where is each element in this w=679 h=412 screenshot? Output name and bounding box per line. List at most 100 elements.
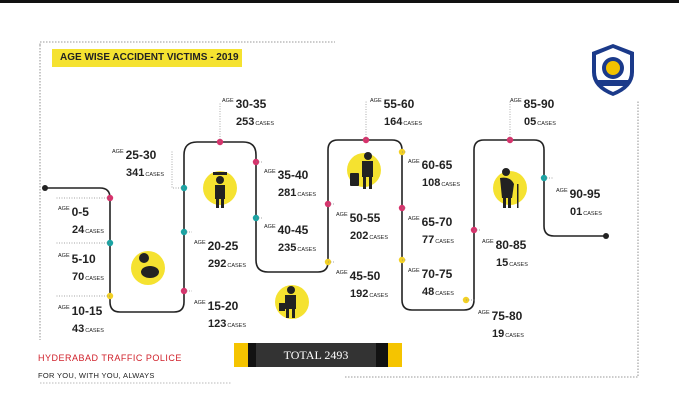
traveller-icon — [350, 152, 373, 189]
cases-suffix: CASES — [537, 121, 556, 127]
flow-end-dot — [603, 233, 609, 239]
case-count: 24 — [72, 224, 85, 236]
cases-suffix: CASES — [255, 121, 275, 127]
cases-suffix: CASES — [435, 239, 454, 245]
case-count: 164 — [384, 116, 403, 128]
age-group-label: AGE 20-25 292CASES — [194, 238, 246, 271]
cases-suffix: CASES — [227, 263, 247, 269]
age-range: 75-80 — [491, 309, 523, 323]
age-group-label: AGE 0-5 24CASES — [58, 204, 104, 237]
age-prefix: AGE — [58, 253, 70, 259]
age-range: 80-85 — [495, 238, 527, 252]
age-range: 35-40 — [277, 168, 309, 182]
age-prefix: AGE — [112, 149, 124, 155]
total-accent-left — [234, 343, 248, 367]
age-prefix: AGE — [194, 240, 206, 246]
age-prefix: AGE — [370, 98, 382, 104]
case-count: 292 — [208, 258, 227, 270]
age-group-label: AGE 15-20 123CASES — [194, 298, 246, 331]
flow-start-dot — [42, 185, 48, 191]
total-label: TOTAL 2493 — [256, 343, 376, 367]
cases-suffix: CASES — [505, 333, 524, 339]
age-group-label: AGE 60-65 108CASES — [408, 157, 460, 190]
age-prefix: AGE — [264, 224, 276, 230]
org-tagline: FOR YOU, WITH YOU, ALWAYS — [38, 371, 155, 380]
age-group-label: AGE 75-80 19CASES — [478, 308, 524, 341]
age-group-label: AGE 55-60 164CASES — [370, 96, 422, 129]
age-group-label: AGE 25-30 341CASES — [112, 147, 164, 180]
cases-suffix: CASES — [297, 247, 317, 253]
case-count: 05 — [524, 116, 537, 128]
age-range: 40-45 — [277, 223, 309, 237]
age-group-label: AGE 85-90 05CASES — [510, 96, 556, 129]
age-group-label: AGE 45-50 192CASES — [336, 268, 388, 301]
case-count: 01 — [570, 206, 583, 218]
total-accent-right — [388, 343, 402, 367]
top-border — [0, 0, 679, 3]
case-count: 192 — [350, 288, 369, 300]
age-range: 0-5 — [71, 205, 89, 219]
age-prefix: AGE — [482, 239, 494, 245]
age-range: 45-50 — [349, 269, 381, 283]
cases-suffix: CASES — [435, 291, 454, 297]
age-prefix: AGE — [194, 300, 206, 306]
age-prefix: AGE — [408, 268, 420, 274]
age-prefix: AGE — [264, 169, 276, 175]
age-range: 70-75 — [421, 267, 453, 281]
age-group-label: AGE 40-45 235CASES — [264, 222, 316, 255]
age-prefix: AGE — [510, 98, 522, 104]
case-count: 77 — [422, 234, 435, 246]
cases-suffix: CASES — [145, 172, 165, 178]
cases-suffix: CASES — [85, 276, 104, 282]
age-prefix: AGE — [222, 98, 234, 104]
total-banner: TOTAL 2493 — [234, 343, 402, 367]
cases-suffix: CASES — [509, 262, 528, 268]
age-group-label: AGE 30-35 253CASES — [222, 96, 274, 129]
age-range: 65-70 — [421, 215, 453, 229]
age-range: 55-60 — [383, 97, 415, 111]
case-count: 123 — [208, 318, 227, 330]
cases-suffix: CASES — [227, 323, 247, 329]
case-count: 108 — [422, 177, 441, 189]
age-prefix: AGE — [556, 188, 568, 194]
leader-line — [365, 101, 368, 140]
age-group-label: AGE 90-95 01CASES — [556, 186, 602, 219]
case-count: 202 — [350, 230, 369, 242]
age-group-label: AGE 80-85 15CASES — [482, 237, 528, 270]
elderly-with-cane-icon — [500, 168, 519, 208]
age-group-label: AGE 70-75 48CASES — [408, 266, 454, 299]
age-prefix: AGE — [336, 270, 348, 276]
age-group-label: AGE 10-15 43CASES — [58, 303, 104, 336]
age-range: 85-90 — [523, 97, 555, 111]
age-prefix: AGE — [58, 206, 70, 212]
leader-line — [171, 151, 184, 189]
cases-suffix: CASES — [369, 293, 389, 299]
chart-title: AGE WISE ACCIDENT VICTIMS - 2019 — [52, 49, 242, 67]
case-count: 70 — [72, 271, 85, 283]
org-name: HYDERABAD TRAFFIC POLICE — [38, 353, 182, 363]
case-count: 43 — [72, 323, 85, 335]
age-prefix: AGE — [408, 216, 420, 222]
cases-suffix: CASES — [85, 328, 104, 334]
age-range: 90-95 — [569, 187, 601, 201]
age-prefix: AGE — [478, 310, 490, 316]
case-count: 48 — [422, 286, 435, 298]
case-count: 235 — [278, 242, 297, 254]
age-range: 15-20 — [207, 299, 239, 313]
student-icon — [213, 172, 227, 208]
cases-suffix: CASES — [403, 121, 423, 127]
police-emblem-icon — [592, 44, 634, 96]
case-count: 253 — [236, 116, 255, 128]
age-group-label: AGE 35-40 281CASES — [264, 167, 316, 200]
age-range: 5-10 — [71, 252, 96, 266]
age-range: 25-30 — [125, 148, 157, 162]
worker-icon — [279, 286, 296, 318]
age-range: 30-35 — [235, 97, 267, 111]
age-range: 20-25 — [207, 239, 239, 253]
cases-suffix: CASES — [369, 235, 389, 241]
infant-icon — [139, 253, 159, 278]
cases-suffix: CASES — [85, 229, 104, 235]
case-count: 19 — [492, 328, 505, 340]
age-group-label: AGE 65-70 77CASES — [408, 214, 454, 247]
cases-suffix: CASES — [441, 182, 461, 188]
